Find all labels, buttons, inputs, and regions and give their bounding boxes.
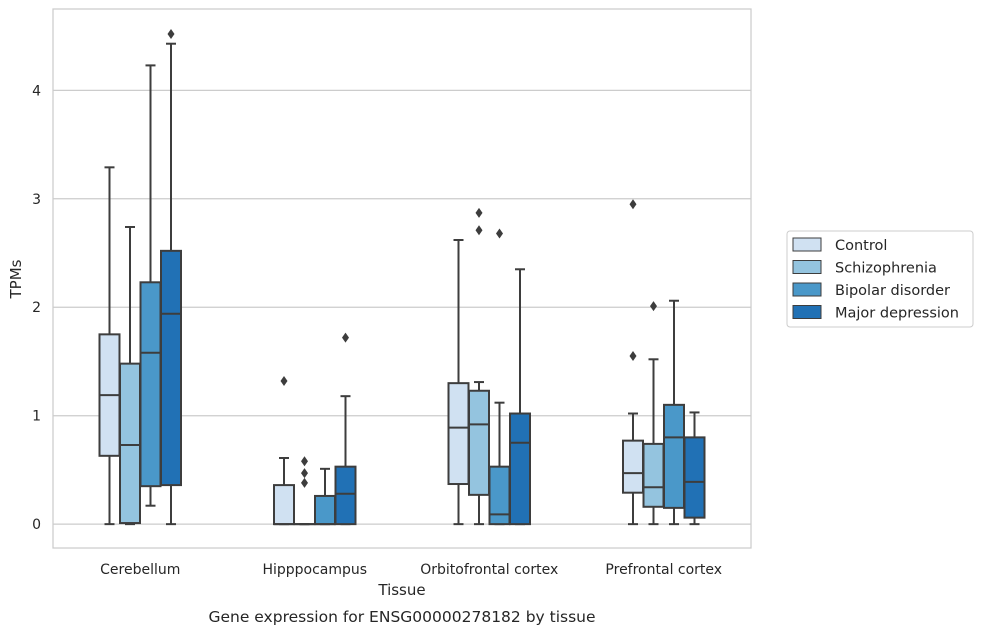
y-tick-label: 2 (32, 300, 41, 316)
box (683, 411, 706, 526)
outlier-point (475, 225, 483, 236)
box-group (622, 199, 706, 526)
outlier-point (496, 228, 503, 239)
x-tick-label: Prefrontal cortex (605, 562, 722, 578)
box-body (622, 439, 644, 494)
legend-swatch (792, 237, 822, 252)
outlier-point (301, 456, 308, 467)
plot-frame (52, 8, 752, 549)
box-body (509, 412, 531, 526)
box-body (488, 465, 511, 526)
box (642, 301, 665, 526)
box-group (98, 28, 182, 526)
x-axis-label: Tissue (377, 581, 425, 599)
y-tick-label: 3 (32, 192, 41, 208)
box-body (334, 465, 357, 526)
box (488, 228, 511, 526)
x-tick-label: Hipppocampus (262, 562, 367, 578)
box (509, 268, 531, 526)
box (293, 456, 316, 526)
legend-item: Control (792, 237, 887, 254)
box (273, 375, 295, 526)
y-tick-label: 4 (32, 83, 41, 99)
box-body (119, 362, 141, 525)
box (663, 299, 685, 526)
box (160, 28, 182, 526)
box (334, 332, 357, 526)
box (447, 239, 470, 526)
legend-frame (786, 230, 974, 328)
outlier-point (301, 477, 308, 488)
outlier-point (280, 375, 288, 386)
legend-label: Schizophrenia (835, 261, 937, 277)
box-body (447, 382, 470, 486)
box-body (468, 389, 490, 496)
box (468, 207, 490, 526)
legend-item: Schizophrenia (792, 260, 937, 277)
box-body (273, 484, 295, 526)
legend-swatch (792, 260, 822, 274)
outlier-point (301, 468, 308, 479)
box (622, 199, 644, 526)
legend-item: Bipolar disorder (792, 282, 950, 299)
x-tick-label: Orbitofrontal cortex (420, 562, 558, 578)
box-groups (98, 28, 706, 526)
y-tick-label: 1 (32, 409, 41, 425)
legend-label: Bipolar disorder (835, 283, 950, 299)
outlier-point (629, 199, 637, 210)
box (314, 467, 336, 526)
box-body (139, 281, 162, 488)
box-body (663, 403, 685, 509)
box-body (642, 442, 665, 508)
outlier-point (167, 28, 175, 39)
outlier-point (650, 301, 657, 312)
box-body (683, 436, 706, 519)
legend-label: Major depression (835, 306, 959, 322)
y-axis-label: TPMs (7, 259, 25, 299)
legend-label: Control (835, 238, 887, 254)
legend-item: Major depression (792, 305, 959, 322)
outlier-point (629, 351, 637, 362)
box (119, 225, 141, 526)
legend-swatch (792, 282, 822, 297)
box-group (273, 332, 357, 526)
legend-swatch (792, 305, 822, 319)
box-body (314, 494, 336, 526)
outlier-point (342, 332, 349, 343)
y-tick-label: 0 (32, 517, 41, 533)
figure-caption: Gene expression for ENSG00000278182 by t… (208, 608, 595, 626)
box-group (447, 207, 531, 526)
outlier-point (475, 207, 483, 218)
box (139, 64, 162, 507)
x-tick-label: Cerebellum (100, 562, 180, 578)
y-axis-ticks: 0 1 2 3 4 (32, 83, 41, 533)
box (98, 166, 121, 526)
legend: Control Schizophrenia Bipolar disorder Majo… (786, 230, 974, 328)
box-body (160, 249, 182, 487)
x-axis-ticks: Cerebellum Hipppocampus Orbitofrontal cort… (100, 562, 722, 578)
